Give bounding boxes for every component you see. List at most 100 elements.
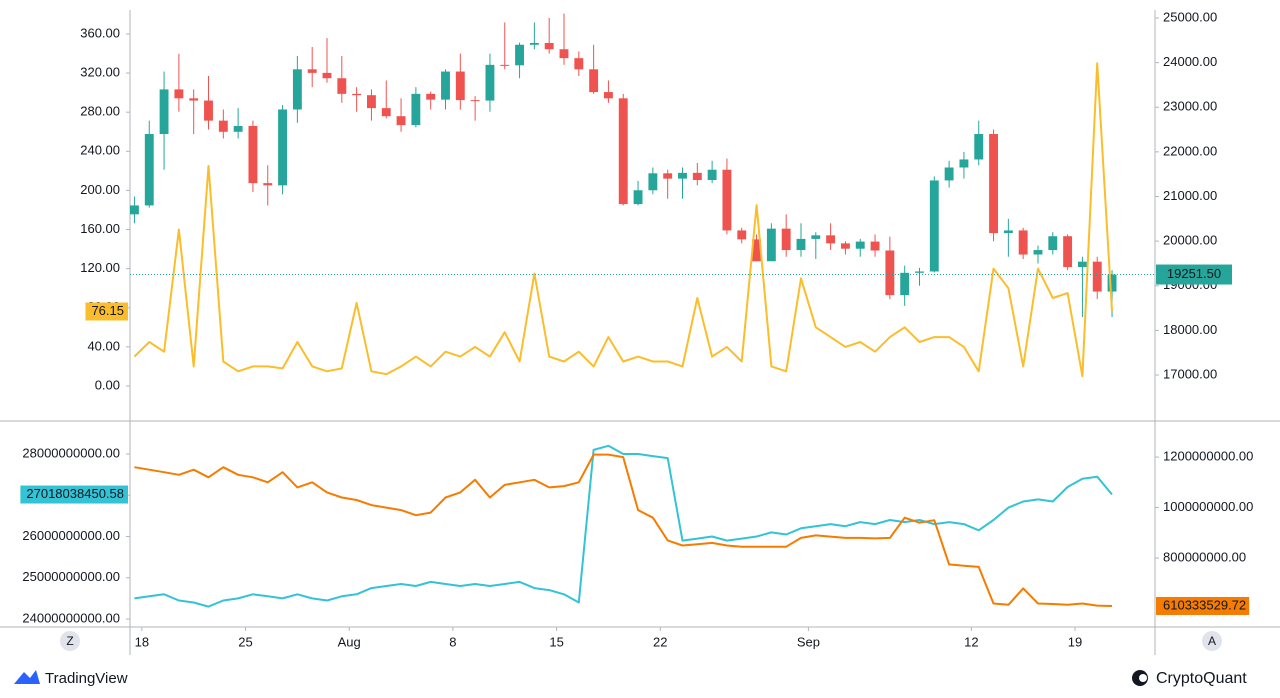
y2-tick-label: 25000.00 <box>1163 9 1217 24</box>
y-tick-label: 280.00 <box>80 104 120 119</box>
candle-body <box>144 134 154 206</box>
candle-body <box>826 235 836 244</box>
y-tick-label: 26000000000.00 <box>22 528 120 543</box>
candle-body <box>396 116 406 126</box>
candle-body <box>944 167 954 181</box>
y2-tick-label: 1200000000.00 <box>1163 449 1253 464</box>
candle-body <box>500 64 510 66</box>
y-tick-label: 24000000000.00 <box>22 610 120 625</box>
candle-body <box>1018 230 1028 255</box>
x-tick-label: 22 <box>653 634 667 649</box>
tradingview-logo <box>14 670 40 684</box>
x-tick-label: 25 <box>238 634 252 649</box>
y2-tick-label: 17000.00 <box>1163 366 1217 381</box>
candle-body <box>796 238 806 251</box>
candle-body <box>633 190 643 205</box>
candle-body <box>885 250 895 296</box>
last-value-box <box>85 302 128 321</box>
candle-body <box>470 100 480 102</box>
auto-button[interactable]: A <box>1202 631 1222 651</box>
zoom-button[interactable]: Z <box>60 631 80 651</box>
price-label-box <box>1156 264 1232 285</box>
x-tick-label: 19 <box>1068 634 1082 649</box>
y2-tick-label: 800000000.00 <box>1163 550 1246 565</box>
candle-body <box>352 93 362 96</box>
x-tick-label: Sep <box>797 634 820 649</box>
candle-body <box>485 64 495 101</box>
y-tick-label: 28000000000.00 <box>22 445 120 460</box>
button-bg <box>60 631 80 651</box>
candle-body <box>574 58 584 70</box>
candle-body <box>707 169 717 180</box>
y2-tick-label: 24000.00 <box>1163 54 1217 69</box>
y-tick-label: 120.00 <box>80 260 120 275</box>
candle-body <box>307 69 317 73</box>
last-value-box <box>1156 596 1250 615</box>
candle-body <box>278 109 288 186</box>
candle-body <box>1033 250 1043 255</box>
candle-body <box>559 49 569 59</box>
candle-body <box>366 95 376 109</box>
y2-tick-label: 1000000000.00 <box>1163 499 1253 514</box>
candle-body <box>515 44 525 66</box>
candle-body <box>618 98 628 205</box>
candle-body <box>1003 230 1013 234</box>
x-tick-label: 15 <box>549 634 563 649</box>
candle-body <box>544 42 554 50</box>
candle-body <box>722 169 732 231</box>
candle-body <box>752 239 761 262</box>
candle-body <box>1063 236 1073 268</box>
candle-body <box>1107 274 1117 292</box>
candle-body <box>663 173 673 179</box>
y-tick-label: 160.00 <box>80 221 120 236</box>
candle-body <box>159 89 169 135</box>
last-value-label: 76.15 <box>91 303 124 318</box>
series-line <box>134 444 1113 608</box>
y2-tick-label: 18000.00 <box>1163 322 1217 337</box>
candle-body <box>322 72 332 79</box>
x-tick-label: 8 <box>449 634 456 649</box>
candle-body <box>648 173 658 191</box>
candle-body <box>1048 236 1058 251</box>
candle-body <box>603 92 613 99</box>
button-label[interactable]: Z <box>66 634 73 648</box>
candle-body <box>189 98 199 101</box>
y2-tick-label: 22000.00 <box>1163 143 1217 158</box>
candle-body <box>900 272 910 296</box>
candle-body <box>218 120 228 132</box>
x-tick-label: 12 <box>964 634 978 649</box>
candle-body <box>204 100 213 121</box>
series-line <box>134 453 1113 607</box>
candle-body <box>174 89 184 99</box>
pane <box>130 13 1117 378</box>
candle-body <box>263 183 273 186</box>
last-value-label: 27018038450.58 <box>26 486 124 501</box>
y2-tick-label: 23000.00 <box>1163 99 1217 114</box>
cryptoquant-logo-inner <box>1139 674 1147 682</box>
cryptoquant-text[interactable]: CryptoQuant <box>1156 670 1247 687</box>
candle-body <box>781 228 791 251</box>
candle-body <box>870 241 880 251</box>
candle-body <box>589 69 599 93</box>
candle-body <box>130 205 139 215</box>
pane <box>134 444 1113 608</box>
y-tick-label: 320.00 <box>80 65 120 80</box>
candle-body <box>989 134 998 234</box>
candle-body <box>441 71 450 100</box>
candle-body <box>766 228 776 262</box>
candle-body <box>737 230 747 240</box>
candle-body <box>915 271 924 273</box>
candle-body <box>411 93 421 126</box>
y-tick-label: 240.00 <box>80 143 120 158</box>
tradingview-text[interactable]: TradingView <box>45 670 128 687</box>
x-tick-label: Aug <box>338 634 361 649</box>
y-tick-label: 40.00 <box>87 338 120 353</box>
candle-body <box>974 134 984 160</box>
series-line <box>133 62 1113 378</box>
last-value-box <box>20 485 128 504</box>
button-label[interactable]: A <box>1208 634 1216 648</box>
candle-body <box>855 241 865 249</box>
candle-body <box>337 78 347 94</box>
